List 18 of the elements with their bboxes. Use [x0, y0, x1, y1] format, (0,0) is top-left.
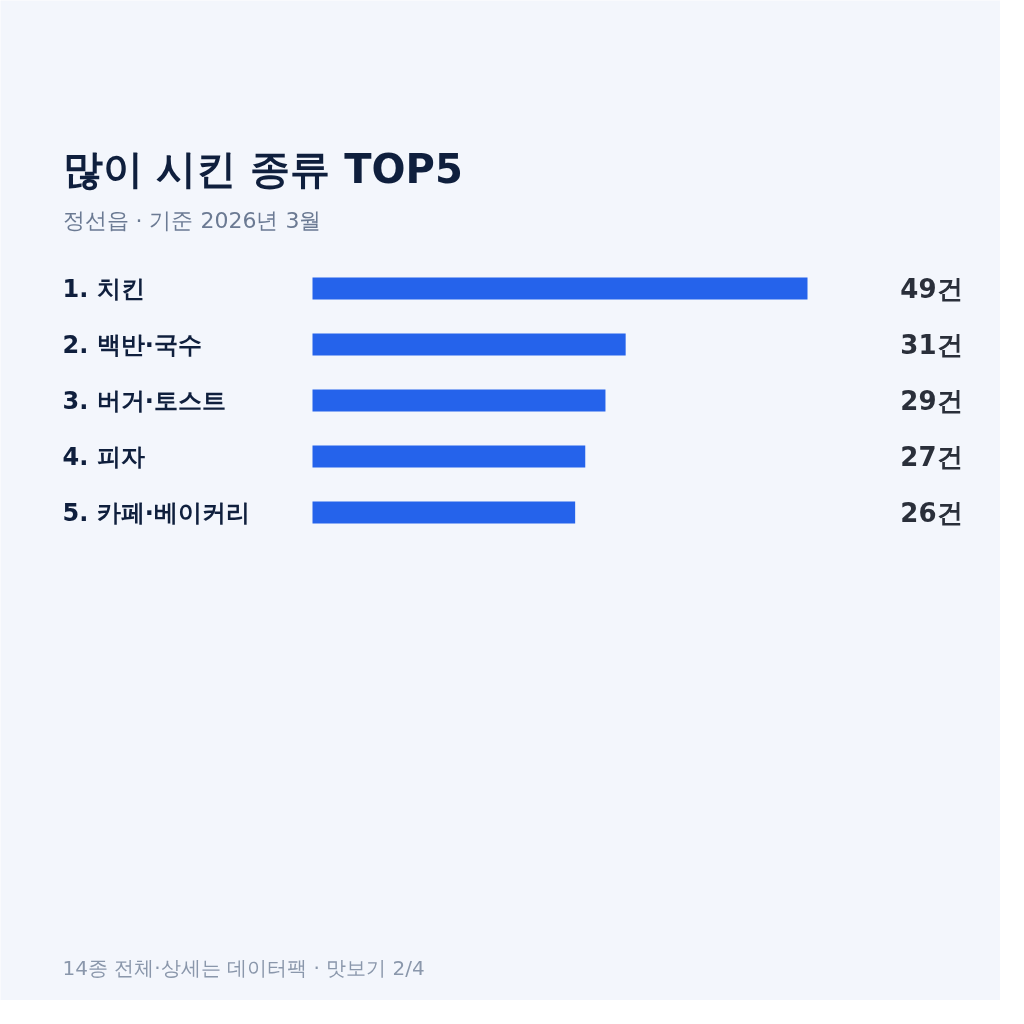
bar	[312, 389, 606, 412]
bar	[312, 501, 576, 524]
bar	[312, 333, 626, 356]
chart-title: 많이 시킨 종류 TOP5	[62, 145, 463, 192]
bar	[312, 445, 586, 468]
y-tick-label: 2. 백반·국수	[62, 330, 202, 359]
data-label: 31건	[900, 329, 963, 360]
y-tick-label: 4. 피자	[62, 442, 145, 471]
chart-subtitle: 정선읍 · 기준 2026년 3월	[62, 208, 322, 233]
data-label: 29건	[900, 385, 963, 416]
y-tick-label: 1. 치킨	[62, 274, 145, 303]
text: 14종 전체·상세는 데이터팩 · 맛보기 2/4	[62, 955, 425, 980]
data-label: 27건	[900, 441, 963, 472]
bar	[312, 277, 808, 300]
data-label: 26건	[900, 497, 963, 528]
y-tick-label: 3. 버거·토스트	[62, 386, 226, 415]
data-label: 49건	[900, 273, 963, 304]
y-tick-label: 5. 카페·베이커리	[62, 498, 250, 527]
